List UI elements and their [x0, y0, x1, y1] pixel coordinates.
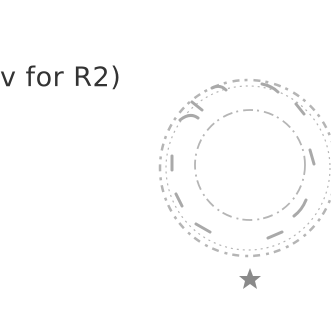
document-text: v for R2) [0, 62, 122, 93]
stamp-outer-ring-inner [165, 85, 331, 251]
stamp-inner-ring [194, 109, 306, 221]
stamp-star [239, 268, 261, 289]
stamp-outer-ring [158, 78, 331, 258]
stamp-rings [158, 78, 331, 258]
stamp-lettering [170, 82, 316, 240]
